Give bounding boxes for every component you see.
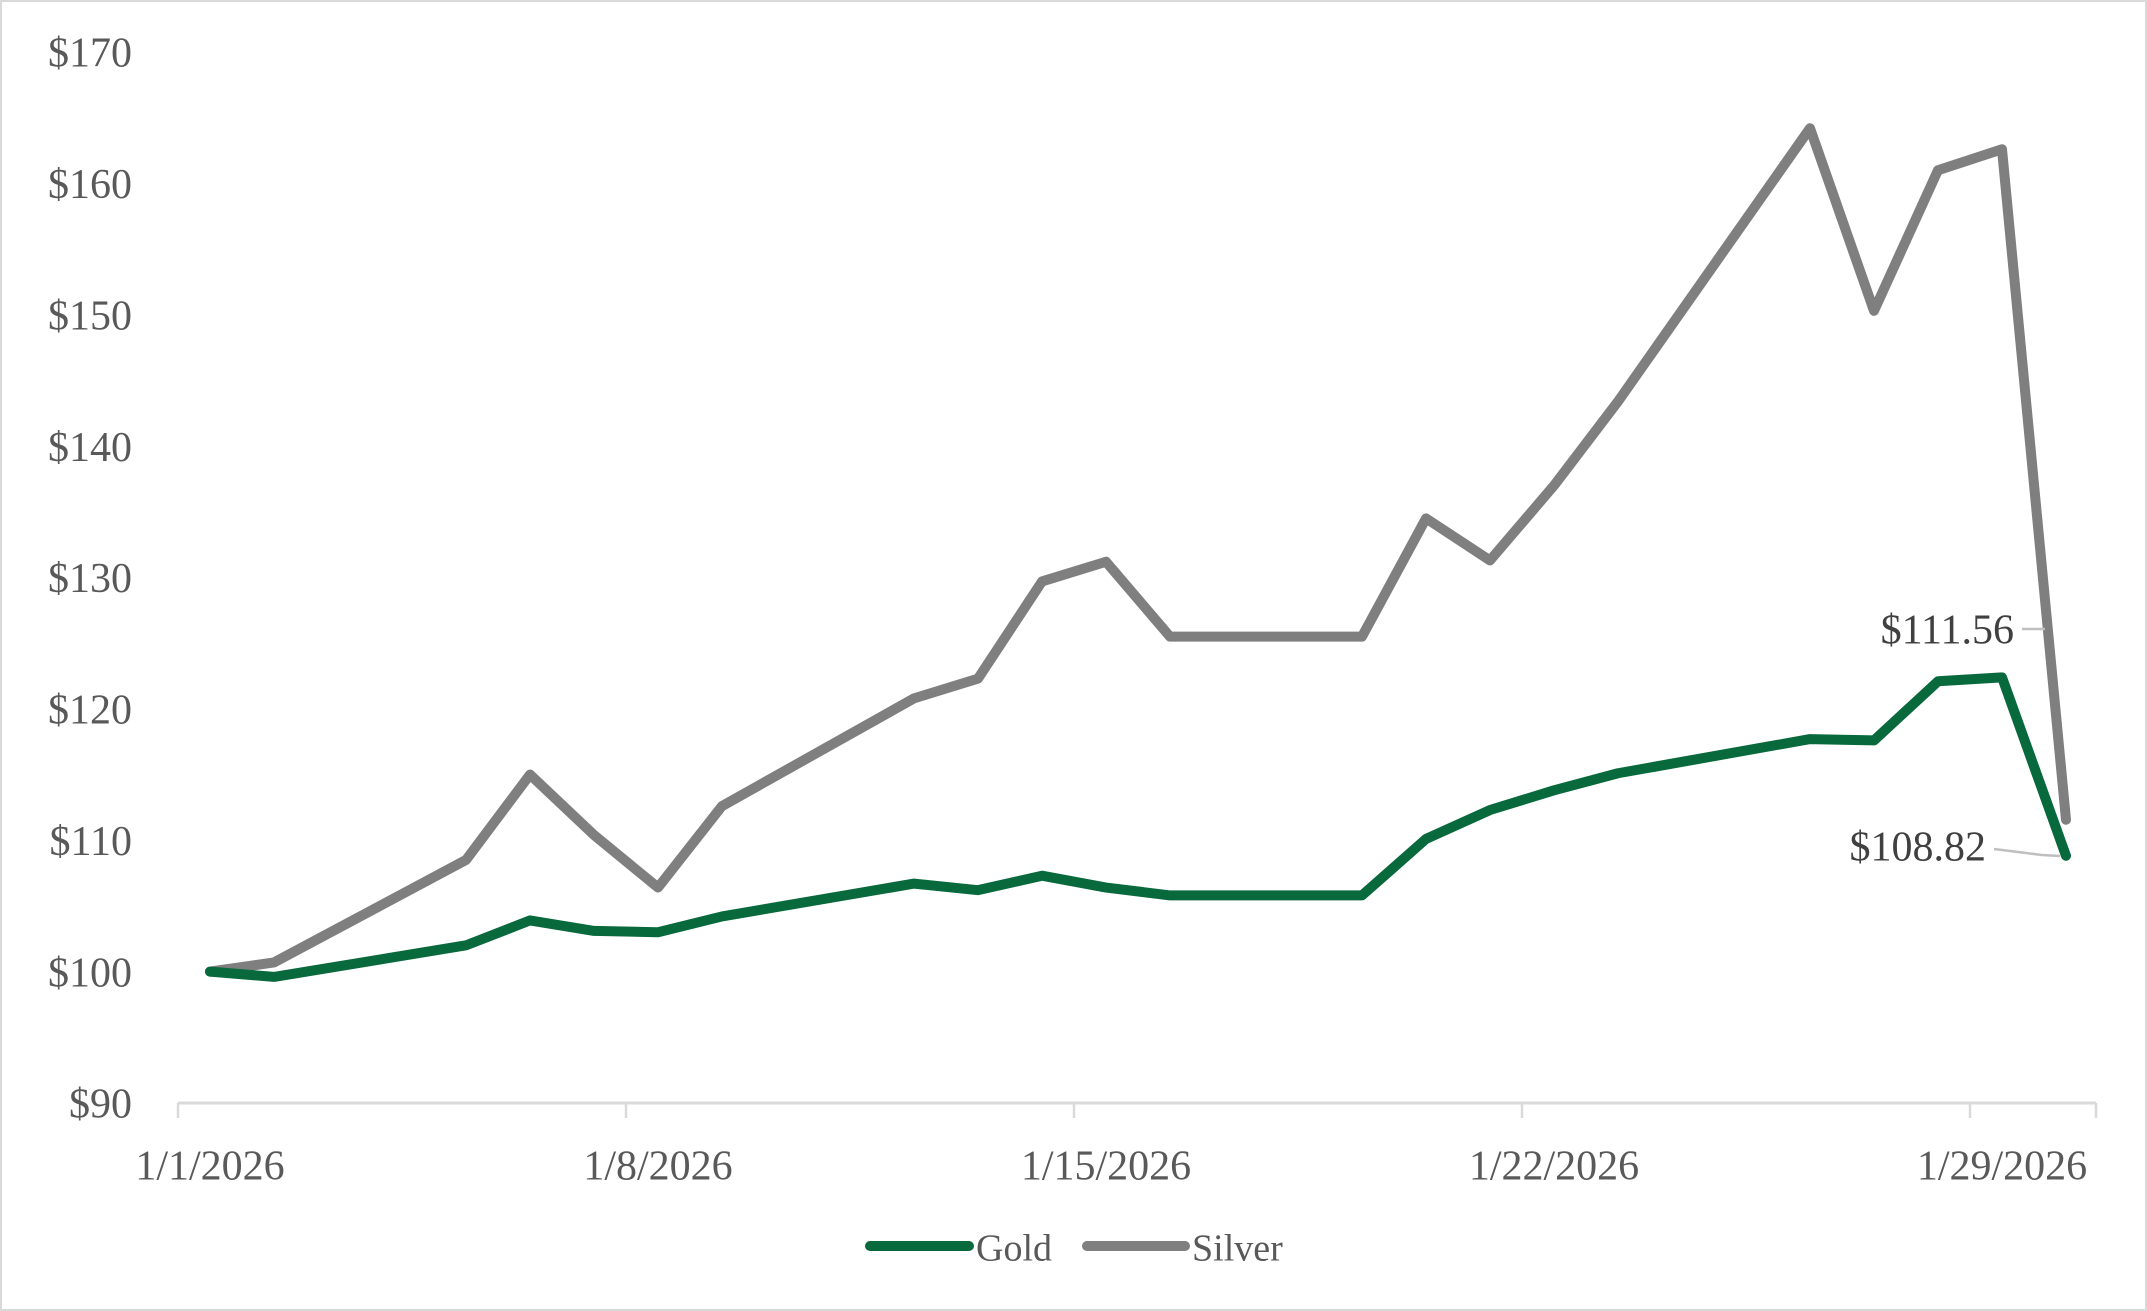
legend-label-gold: Gold: [976, 1227, 1052, 1269]
y-axis-label: $120: [48, 688, 132, 734]
x-axis-label: 1/15/2026: [1021, 1144, 1191, 1190]
y-axis-label: $140: [48, 425, 132, 471]
y-axis-label: $170: [48, 31, 132, 77]
gold-line: [205, 672, 2071, 982]
gold-leader-line: [1993, 847, 2061, 858]
y-axis-label: $100: [48, 950, 132, 996]
x-axis-label: 1/8/2026: [583, 1144, 732, 1190]
y-axis-label: $150: [48, 293, 132, 339]
silver-line: [205, 123, 2071, 977]
y-axis-label: $110: [50, 819, 132, 865]
x-axis-label: 1/22/2026: [1469, 1144, 1639, 1190]
legend-label-silver: Silver: [1192, 1227, 1283, 1269]
gold-end-label: $108.82: [1850, 825, 1987, 871]
y-axis-label: $160: [48, 162, 132, 208]
silver-end-label: $111.56: [1881, 608, 2014, 654]
y-axis-label: $90: [69, 1082, 132, 1128]
y-axis-label: $130: [48, 556, 132, 602]
x-axis-label: 1/29/2026: [1917, 1144, 2087, 1190]
x-axis-label: 1/1/2026: [135, 1144, 284, 1190]
